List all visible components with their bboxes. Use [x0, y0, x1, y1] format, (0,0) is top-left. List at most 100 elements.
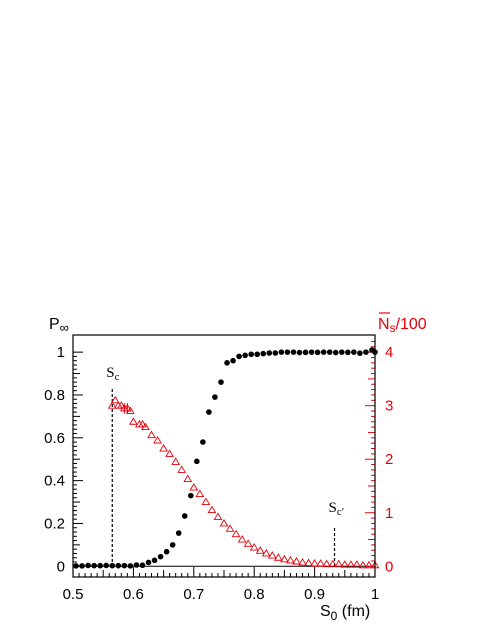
- ns-point: [346, 560, 356, 568]
- p-infinity-point: [351, 349, 357, 355]
- y-left-tick-label: 0.4: [44, 473, 65, 490]
- p-infinity-point: [163, 548, 170, 555]
- ns-point: [129, 417, 138, 425]
- p-infinity-point: [212, 394, 218, 400]
- ns-point: [280, 554, 289, 563]
- p-infinity-point: [218, 379, 224, 385]
- p-infinity-point: [91, 562, 97, 569]
- ns-point: [177, 465, 187, 473]
- p-infinity-point: [284, 349, 291, 355]
- ns-point: [231, 529, 241, 538]
- p-infinity-point: [169, 542, 176, 548]
- ns-point: [237, 535, 247, 543]
- ns-point: [207, 505, 217, 514]
- p-infinity-point: [157, 553, 164, 560]
- p-infinity-point: [278, 349, 285, 355]
- p-infinity-point: [332, 349, 339, 356]
- ns-point: [110, 395, 120, 404]
- p-infinity-point: [308, 349, 315, 355]
- p-infinity-point: [302, 349, 309, 356]
- ns-point: [153, 435, 162, 444]
- p-infinity-point: [133, 562, 140, 568]
- ns-point: [358, 560, 368, 569]
- ns-point: [286, 555, 295, 564]
- ns-point: [261, 548, 271, 557]
- ns-point: [310, 559, 319, 567]
- p-infinity-point: [290, 349, 297, 355]
- svg-text:Ns/100: Ns/100: [378, 316, 427, 335]
- plot-frame: [72, 334, 376, 578]
- ns-point: [225, 524, 235, 532]
- y-axis-left-title: P∞: [49, 316, 69, 335]
- p-infinity-point: [73, 563, 79, 569]
- ns-point: [195, 489, 205, 497]
- ns-point: [138, 419, 147, 428]
- p-infinity-series: [73, 347, 378, 569]
- ns-point: [141, 422, 150, 431]
- p-infinity-point: [127, 563, 134, 569]
- p-infinity-point: [363, 349, 369, 355]
- ns-point: [125, 406, 135, 414]
- p-infinity-point: [85, 562, 91, 569]
- p-infinity-point: [79, 563, 85, 569]
- p-infinity-point: [242, 352, 248, 359]
- p-infinity-point: [357, 350, 363, 357]
- p-infinity-point: [260, 350, 267, 357]
- p-infinity-point: [194, 458, 200, 465]
- x-tick-label: 0.8: [244, 586, 265, 603]
- p-infinity-point: [103, 562, 110, 569]
- ns-point: [249, 543, 259, 551]
- p-infinity-point: [320, 349, 327, 355]
- x-tick-label: 0.7: [183, 586, 204, 603]
- x-axis-title: S0 (fm): [320, 603, 370, 623]
- ns-point: [298, 558, 307, 566]
- threshold-label: Sc′: [329, 500, 345, 518]
- ns-point: [201, 497, 211, 506]
- p-infinity-point: [272, 350, 279, 356]
- x-tick-label: 1: [371, 586, 379, 603]
- ns-point: [171, 457, 181, 465]
- p-infinity-point: [200, 439, 206, 445]
- ns-point: [219, 518, 229, 527]
- ns-point: [267, 551, 277, 559]
- y-left-tick-label: 0.8: [44, 387, 65, 404]
- p-infinity-point: [266, 350, 273, 356]
- p-infinity-point: [109, 562, 116, 569]
- p-infinity-point: [314, 349, 321, 356]
- p-infinity-point: [181, 513, 188, 519]
- ns-point: [340, 560, 350, 568]
- x-tick-label: 0.9: [304, 586, 325, 603]
- y-left-tick-label: 0.6: [44, 430, 65, 447]
- ns-point: [322, 559, 332, 568]
- ns-point: [304, 558, 313, 567]
- y-right-tick-label: 4: [385, 344, 393, 361]
- ns-point: [147, 430, 156, 439]
- ns-point: [364, 560, 374, 569]
- p-infinity-point: [254, 351, 261, 358]
- y-axis-right-title: Ns/100: [378, 312, 427, 335]
- p-infinity-point: [151, 557, 158, 564]
- ns-point: [328, 559, 338, 568]
- y-left-tick-label: 0.2: [44, 515, 65, 532]
- y-right-tick-label: 1: [385, 505, 393, 522]
- p-infinity-point: [345, 349, 351, 356]
- p-infinity-point: [248, 351, 254, 358]
- ns-point: [255, 546, 265, 554]
- ns-point: [273, 553, 283, 561]
- ns-point: [213, 512, 223, 521]
- y-right-tick-label: 2: [385, 451, 393, 468]
- ns-point: [159, 444, 168, 452]
- p-infinity-point: [97, 562, 103, 569]
- y-left-tick-label: 0: [57, 558, 65, 575]
- ns-point: [334, 559, 344, 568]
- ns-point: [352, 560, 362, 568]
- ns-point: [116, 401, 126, 409]
- y-right-tick-label: 0: [385, 558, 393, 575]
- p-infinity-point: [206, 409, 212, 415]
- p-infinity-point: [115, 562, 122, 569]
- y-right-tick-label: 3: [385, 398, 393, 415]
- p-infinity-point: [145, 559, 152, 566]
- ns-series: [107, 395, 380, 569]
